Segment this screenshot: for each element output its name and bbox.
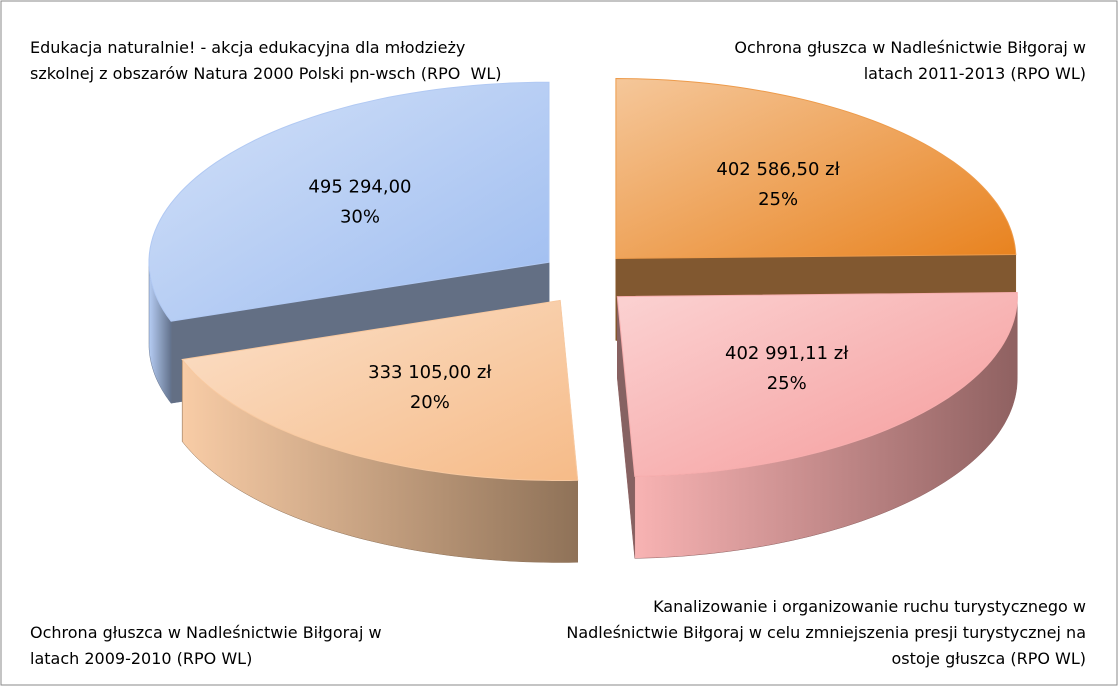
slice-top (181, 299, 579, 481)
percent-label: 20% (410, 392, 450, 413)
percent-label: 30% (340, 207, 380, 228)
slice-top (616, 291, 1018, 477)
slice-top (615, 77, 1017, 260)
slice (616, 291, 1018, 559)
category-label: Ochrona głuszca w Nadleśnictwie Biłgoraj… (734, 38, 1092, 83)
value-label: 402 991,11 zł (725, 343, 849, 364)
value-label: 495 294,00 (308, 177, 411, 198)
percent-label: 25% (758, 189, 798, 210)
value-label: 402 586,50 zł (716, 159, 840, 180)
category-label: Edukacja naturalnie! - akcja edukacyjna … (30, 38, 502, 83)
value-label: 333 105,00 zł (368, 362, 492, 383)
category-label: Ochrona głuszca w Nadleśnictwie Biłgoraj… (30, 623, 387, 668)
slice (181, 299, 579, 563)
category-label: Kanalizowanie i organizowanie ruchu tury… (566, 597, 1092, 668)
slice-top (148, 81, 550, 322)
percent-label: 25% (767, 373, 807, 394)
